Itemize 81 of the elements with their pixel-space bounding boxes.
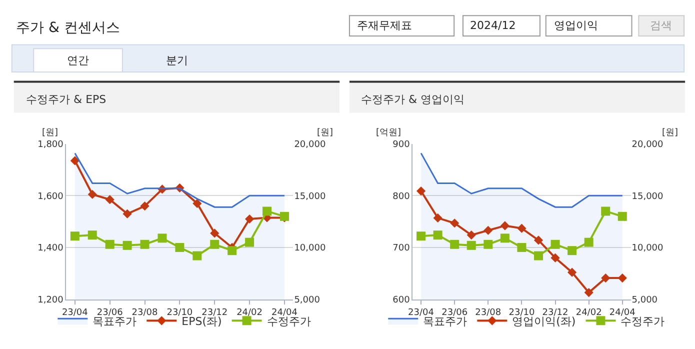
point (70, 156, 80, 166)
y-tick-label: 1,200 (38, 295, 64, 306)
y-tick-label: 1,800 (38, 140, 64, 150)
y2-tick-label: 20,000 (632, 140, 664, 150)
point (105, 240, 114, 249)
point (450, 218, 460, 228)
point (245, 238, 254, 247)
point (122, 240, 132, 250)
point (618, 212, 627, 221)
y2-axis-title: [원] (317, 128, 334, 138)
x-tick-label: 23/08 (475, 308, 502, 318)
point (192, 198, 202, 208)
point (550, 240, 560, 249)
point (500, 234, 510, 243)
point (262, 206, 272, 216)
text: 영업이익 (554, 19, 598, 32)
point (228, 246, 237, 256)
point (88, 230, 97, 240)
point (416, 186, 426, 196)
y-axis-title: [원] (42, 128, 58, 138)
y2-tick-label: 15,000 (294, 192, 326, 202)
y2-tick-label: 10,000 (294, 244, 326, 254)
y2-axis-title: [원] (662, 128, 678, 138)
y2-tick-label: 5,000 (294, 295, 320, 306)
point (466, 240, 476, 250)
y-tick-label: 1,600 (38, 192, 64, 202)
text: 2024/12 (470, 19, 516, 32)
point (192, 251, 202, 260)
point (88, 190, 97, 199)
x-tick-label: 23/04 (62, 308, 88, 318)
point (433, 230, 442, 240)
y-tick-label: 600 (392, 295, 410, 306)
point (140, 201, 150, 211)
point (601, 206, 610, 216)
x-tick-label: 24/02 (576, 308, 602, 318)
text: 주가 & 컨센서스 (16, 20, 120, 36)
point (534, 236, 544, 245)
y2-tick-label: 5,000 (632, 295, 658, 306)
point (517, 242, 526, 252)
point (568, 268, 577, 277)
point (122, 209, 132, 218)
point (105, 195, 114, 204)
point (601, 274, 610, 283)
y2-tick-label: 10,000 (632, 244, 664, 254)
y2-tick-label: 20,000 (294, 140, 326, 150)
point (210, 240, 220, 249)
point (534, 251, 543, 260)
point (433, 213, 442, 223)
y-axis-title: [억원] (376, 128, 402, 138)
point (568, 246, 577, 256)
point (244, 214, 254, 224)
point (517, 224, 526, 233)
point (210, 228, 220, 238)
point (140, 240, 150, 249)
point (484, 240, 493, 249)
legend-label: 영업이익(좌) (512, 314, 576, 328)
y2-tick-label: 15,000 (632, 192, 664, 202)
point (618, 274, 627, 283)
point (484, 226, 493, 235)
point (500, 221, 510, 230)
point (175, 242, 184, 252)
legend-label: 수정주가 (266, 314, 311, 328)
point (416, 232, 426, 241)
text: 검색 (650, 19, 672, 32)
point (158, 234, 167, 243)
point (70, 232, 80, 241)
point (550, 253, 560, 262)
point (584, 288, 594, 298)
text: 주재무제표 (357, 19, 412, 32)
point (450, 240, 460, 249)
y-tick-label: 800 (392, 192, 410, 202)
y-tick-label: 700 (392, 244, 410, 254)
x-tick-label: 24/02 (236, 308, 263, 318)
chart-title: 수정주가 & EPS (26, 93, 106, 106)
point (584, 238, 594, 247)
y-tick-label: 900 (392, 140, 410, 150)
text: 연간 (67, 54, 89, 67)
chart-title: 수정주가 & 영업이익 (361, 93, 465, 106)
text: 분기 (166, 54, 188, 67)
point (466, 230, 476, 240)
y-tick-label: 1,400 (38, 244, 64, 254)
